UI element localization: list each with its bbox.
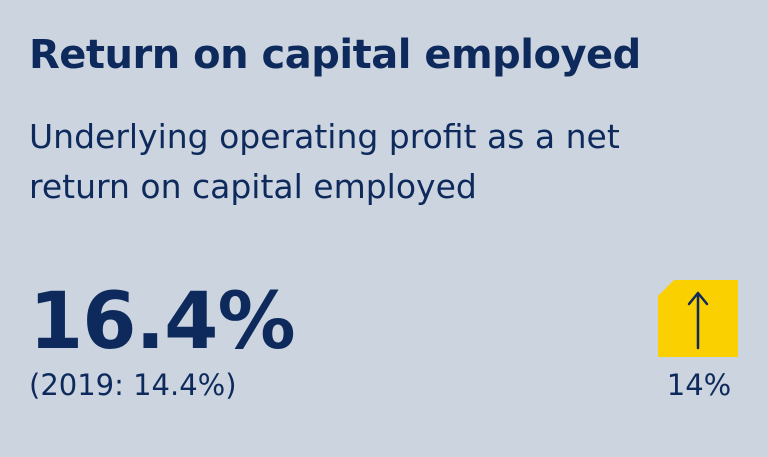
card-title: Return on capital employed xyxy=(29,32,641,78)
arrow-up-icon xyxy=(658,280,738,357)
card-subtitle: Underlying operating profit as a net ret… xyxy=(29,117,620,206)
metric-prior-year: (2019: 14.4%) xyxy=(29,368,237,402)
metric-change: 14% xyxy=(666,368,732,402)
metric-value: 16.4% xyxy=(29,277,296,367)
trend-badge xyxy=(658,280,738,357)
